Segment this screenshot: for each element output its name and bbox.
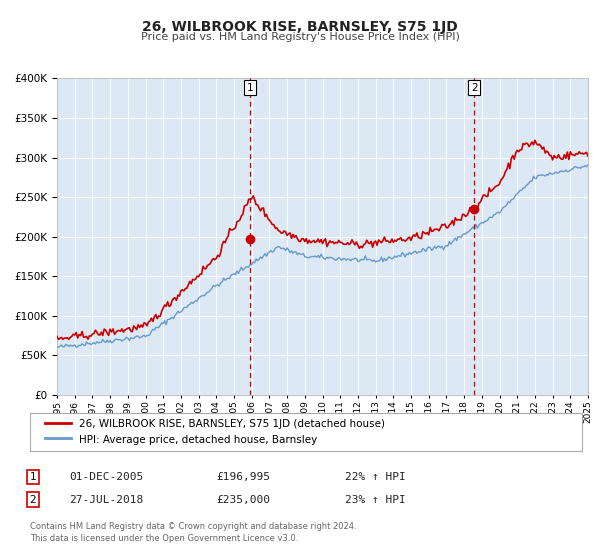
Text: Contains HM Land Registry data © Crown copyright and database right 2024.: Contains HM Land Registry data © Crown c… [30,522,356,531]
Text: 27-JUL-2018: 27-JUL-2018 [69,494,143,505]
Text: 1: 1 [29,472,37,482]
Text: 26, WILBROOK RISE, BARNSLEY, S75 1JD: 26, WILBROOK RISE, BARNSLEY, S75 1JD [142,20,458,34]
Text: 1: 1 [247,83,254,93]
Text: £196,995: £196,995 [216,472,270,482]
Text: 23% ↑ HPI: 23% ↑ HPI [345,494,406,505]
Text: This data is licensed under the Open Government Licence v3.0.: This data is licensed under the Open Gov… [30,534,298,543]
Legend: 26, WILBROOK RISE, BARNSLEY, S75 1JD (detached house), HPI: Average price, detac: 26, WILBROOK RISE, BARNSLEY, S75 1JD (de… [41,415,389,449]
Text: 01-DEC-2005: 01-DEC-2005 [69,472,143,482]
Text: 2: 2 [29,494,37,505]
Text: 2: 2 [471,83,478,93]
Text: 22% ↑ HPI: 22% ↑ HPI [345,472,406,482]
Text: Price paid vs. HM Land Registry's House Price Index (HPI): Price paid vs. HM Land Registry's House … [140,32,460,43]
Text: £235,000: £235,000 [216,494,270,505]
